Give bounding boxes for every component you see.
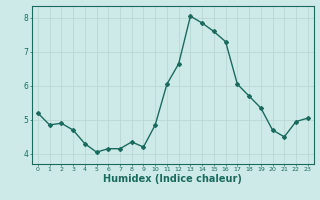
X-axis label: Humidex (Indice chaleur): Humidex (Indice chaleur) <box>103 174 242 184</box>
